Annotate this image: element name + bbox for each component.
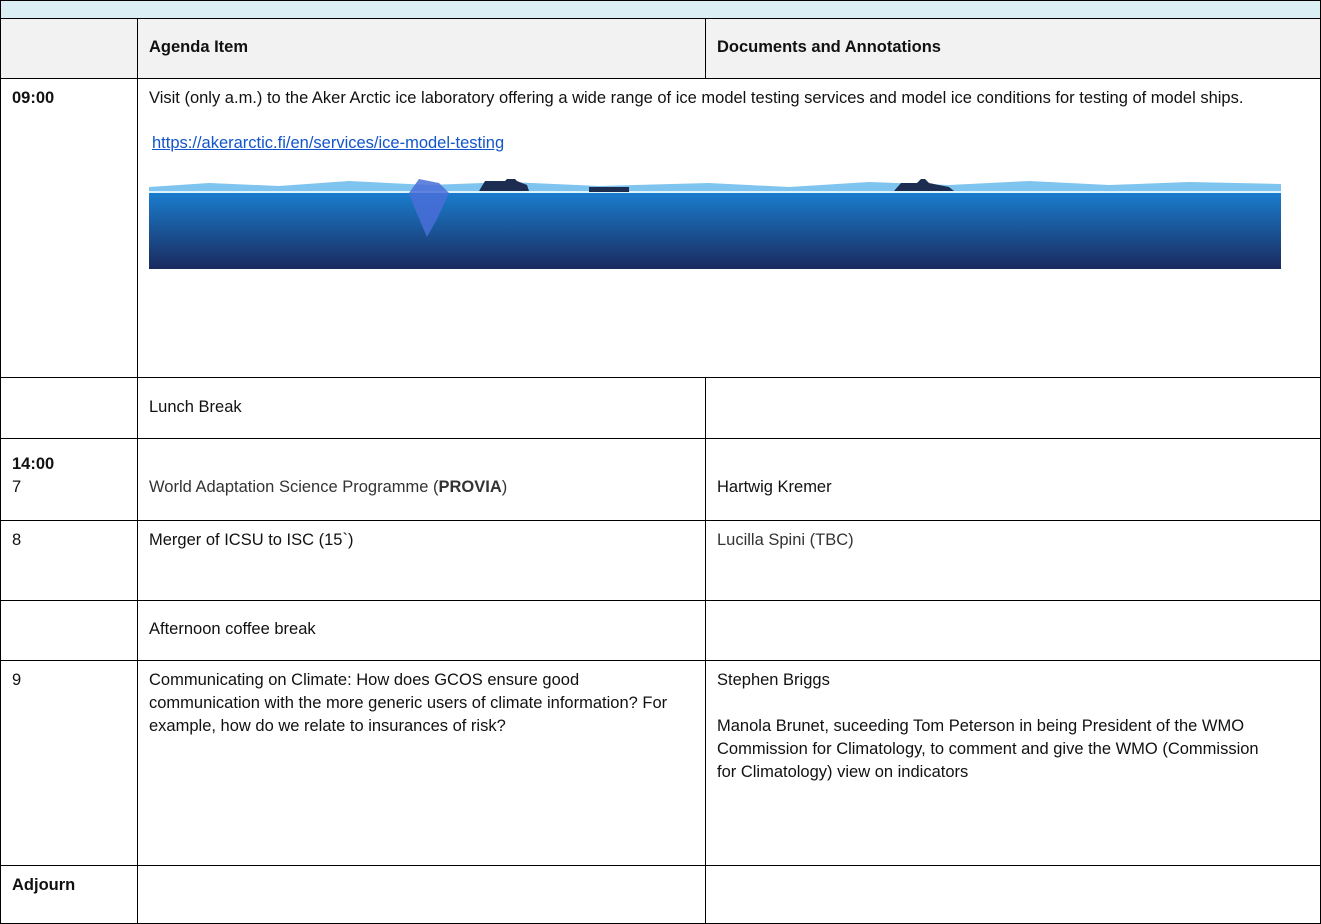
docs-cell [705,865,1321,924]
time-cell: 9 [0,660,138,866]
item-cell: Afternoon coffee break [137,600,706,661]
time: 09:00 [12,89,54,107]
header-cell: Agenda Item [137,18,706,79]
time-cell [0,377,138,439]
item-cell: World Adaptation Science Programme (PROV… [137,438,706,521]
time-cell: 09:00 [0,78,138,378]
docs-line: Manola Brunet, suceeding Tom Peterson in… [717,715,1280,784]
item-cell: Communicating on Climate: How does GCOS … [137,660,706,866]
header-cell: Documents and Annotations [705,18,1321,79]
item-bold: PROVIA [439,478,502,496]
number: 7 [12,476,126,499]
header-cell [0,18,138,79]
item-cell: Lunch Break [137,377,706,439]
time-cell: Adjourn [0,865,138,924]
item-cell: Visit (only a.m.) to the Aker Arctic ice… [137,78,1321,378]
docs-cell: Lucilla Spini (TBC) [705,520,1321,601]
docs-line: Stephen Briggs [717,669,1280,692]
item-text: Visit (only a.m.) to the Aker Arctic ice… [149,87,1309,110]
item-text: ) [502,478,508,496]
docs-cell: Stephen Briggs Manola Brunet, suceeding T… [705,660,1321,866]
page: Agenda Item Documents and Annotations 09… [0,0,1321,924]
docs-cell: Hartwig Kremer [705,438,1321,521]
link[interactable]: https://akerarctic.fi/en/services/ice-mo… [152,134,504,152]
ocean-image [149,179,1281,269]
link-line: https://akerarctic.fi/en/services/ice-mo… [149,132,1309,155]
top-band [0,0,1321,19]
time-cell: 8 [0,520,138,601]
time: 14:00 [12,453,126,476]
docs-cell [705,600,1321,661]
time-cell [0,600,138,661]
item-cell [137,865,706,924]
docs-cell [705,377,1321,439]
item-text: World Adaptation Science Programme ( [149,478,439,496]
item-cell: Merger of ICSU to ISC (15`) [137,520,706,601]
